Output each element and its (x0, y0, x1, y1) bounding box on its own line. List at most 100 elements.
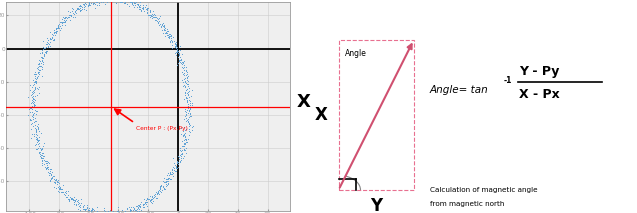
Point (62, 196, 73, 199)
Point (77, 7, 87, 11)
Point (88, 1, 98, 5)
Point (138, 205, 148, 209)
Point (142, 204, 152, 208)
Point (53, 26, 63, 29)
Point (29, 100, 39, 103)
Point (66, 197, 76, 201)
Point (66, 13, 76, 17)
Point (69, 9, 80, 12)
Point (178, 141, 189, 145)
Point (126, 208, 136, 212)
Point (68, 15, 78, 19)
Point (166, 173, 176, 176)
Point (178, 72, 189, 76)
Point (175, 55, 185, 59)
Point (155, 189, 166, 192)
Point (81, 9, 91, 12)
Point (182, 100, 192, 104)
Point (171, 165, 181, 169)
Point (36, 151, 47, 154)
Point (62, 10, 73, 13)
Point (172, 159, 182, 163)
Point (176, 159, 187, 162)
Point (161, 183, 171, 186)
Point (171, 170, 182, 173)
Point (185, 105, 195, 108)
Point (37, 59, 47, 63)
Point (60, 193, 70, 196)
Point (176, 57, 187, 60)
Point (176, 71, 187, 74)
Point (150, 197, 161, 200)
Point (45, 178, 55, 181)
Point (27, 95, 37, 99)
Point (47, 35, 57, 39)
Point (78, 208, 88, 211)
Point (160, 180, 170, 184)
Point (173, 155, 183, 158)
Point (73, 202, 83, 205)
Point (45, 173, 55, 176)
Point (90, 210, 101, 213)
Point (179, 148, 189, 151)
Point (171, 166, 181, 169)
Point (176, 126, 187, 130)
Point (35, 153, 45, 156)
Point (182, 140, 192, 144)
Point (38, 59, 48, 63)
Point (185, 106, 195, 109)
Point (63, 193, 73, 197)
Point (43, 41, 54, 45)
Point (28, 92, 38, 95)
Point (187, 103, 197, 106)
Point (113, 0, 124, 2)
Text: Calculation of magnetic angle: Calculation of magnetic angle (429, 187, 537, 193)
Point (138, 202, 148, 206)
Point (141, 201, 152, 204)
Point (155, 25, 166, 29)
Point (119, 0, 129, 1)
Point (180, 142, 190, 146)
Point (45, 179, 55, 182)
Point (166, 32, 176, 36)
Point (128, 209, 138, 212)
Point (183, 83, 194, 86)
Point (78, 3, 88, 6)
Point (169, 45, 180, 48)
Point (154, 192, 164, 196)
Point (134, 207, 144, 211)
Point (96, 0, 106, 2)
Point (29, 97, 39, 101)
Point (41, 42, 52, 45)
Point (54, 184, 64, 187)
Point (31, 116, 41, 120)
Point (70, 10, 80, 14)
Point (154, 17, 164, 20)
Point (66, 197, 76, 200)
Point (60, 17, 70, 20)
Point (180, 90, 190, 94)
Point (31, 103, 41, 107)
Point (175, 146, 185, 150)
Point (158, 31, 168, 35)
Point (182, 96, 192, 99)
Point (80, 207, 90, 211)
Point (78, 8, 89, 11)
Point (41, 166, 51, 169)
Point (89, 211, 99, 213)
Point (34, 62, 44, 65)
Point (86, 0, 96, 1)
Point (117, 209, 127, 212)
Point (27, 115, 37, 118)
Point (152, 16, 162, 20)
Point (47, 35, 57, 39)
Point (162, 27, 172, 31)
Point (130, 4, 140, 7)
Point (99, 209, 109, 212)
Point (36, 68, 46, 72)
Point (49, 38, 59, 42)
Point (43, 161, 53, 164)
Point (154, 23, 164, 27)
Point (161, 187, 171, 191)
Point (43, 45, 54, 48)
